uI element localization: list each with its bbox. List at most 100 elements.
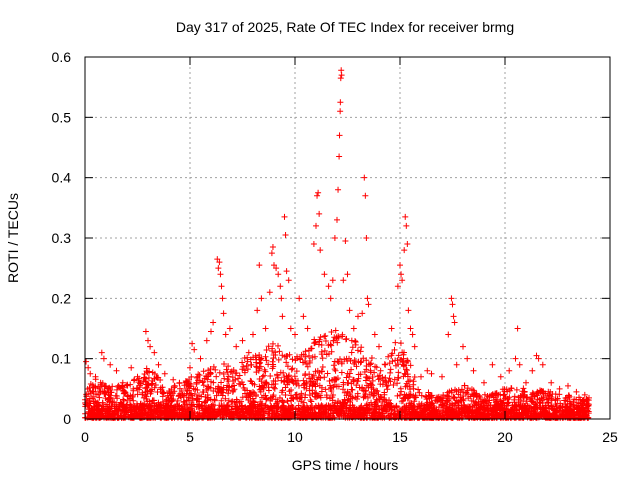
data-point-background: [291, 373, 298, 380]
data-point-background: [159, 390, 166, 397]
data-point-background: [204, 373, 211, 380]
data-point-background: [275, 374, 282, 381]
data-point-background: [223, 412, 230, 419]
data-point-background: [328, 407, 335, 414]
data-point-background: [469, 406, 476, 413]
data-point-background: [130, 397, 137, 404]
data-point-background: [439, 402, 446, 409]
data-point-background: [108, 389, 115, 396]
chart-title: Day 317 of 2025, Rate Of TEC Index for r…: [176, 19, 514, 35]
data-point-background: [161, 414, 168, 421]
data-point-background: [324, 370, 331, 377]
data-point-background: [289, 395, 296, 402]
data-point-background: [478, 412, 485, 419]
data-point-background: [90, 398, 97, 405]
data-point-background: [186, 391, 193, 398]
data-point-background: [513, 402, 520, 409]
data-point-background: [516, 396, 523, 403]
data-point-background: [405, 391, 412, 398]
data-point-background: [385, 413, 392, 420]
data-point-background: [358, 410, 365, 417]
data-point-background: [407, 402, 414, 409]
data-point-background: [548, 393, 555, 400]
data-point-background: [191, 391, 198, 398]
data-point-background: [269, 413, 276, 420]
data-point-background: [329, 394, 336, 401]
data-point-background: [258, 394, 265, 401]
data-point-background: [109, 383, 116, 390]
data-point-background: [120, 387, 127, 394]
data-point-background: [182, 385, 189, 392]
data-point-background: [506, 387, 513, 394]
data-point-background: [236, 372, 243, 379]
data-point-background: [391, 346, 398, 353]
data-point-background: [346, 370, 353, 377]
data-point: [394, 283, 401, 290]
data-point-background: [150, 397, 157, 404]
data-point-background: [373, 364, 380, 371]
data-point-background: [540, 407, 547, 414]
data-point-background: [349, 344, 356, 351]
data-point-background: [553, 402, 560, 409]
data-point-background: [267, 373, 274, 380]
data-point-background: [456, 412, 463, 419]
y-axis-label: ROTI / TECUs: [5, 193, 21, 283]
data-point-background: [477, 396, 484, 403]
data-point-background: [263, 357, 270, 364]
data-point-background: [342, 336, 349, 343]
data-point-background: [306, 347, 313, 354]
data-point-background: [274, 371, 281, 378]
data-point-background: [171, 382, 178, 389]
data-point-background: [276, 348, 283, 355]
data-point-background: [334, 375, 341, 382]
data-point-background: [531, 403, 538, 410]
data-point-background: [463, 389, 470, 396]
data-point-background: [117, 409, 124, 416]
data-point-background: [113, 407, 120, 414]
data-point-background: [343, 374, 350, 381]
data-point: [397, 262, 403, 269]
data-point-background: [210, 402, 217, 409]
data-point: [292, 331, 298, 338]
data-point-background: [179, 405, 186, 412]
data-point-background: [363, 382, 370, 389]
data-point-background: [115, 382, 122, 389]
data-point-background: [215, 408, 222, 415]
data-point-background: [581, 407, 588, 414]
data-point-background: [302, 348, 309, 355]
data-point: [189, 340, 196, 347]
data-point-background: [272, 396, 279, 403]
data-point-background: [345, 396, 352, 403]
data-point-background: [294, 395, 301, 402]
data-point: [439, 373, 445, 380]
data-point-background: [256, 352, 263, 359]
data-point: [325, 283, 332, 290]
data-point-background: [241, 369, 248, 376]
data-point-background: [403, 366, 410, 373]
data-point-background: [232, 370, 239, 377]
data-point-background: [381, 389, 388, 396]
data-point-background: [259, 373, 266, 380]
data-point-background: [243, 362, 250, 369]
data-point-background: [397, 340, 404, 347]
data-point-background: [277, 369, 284, 376]
data-point-background: [430, 402, 437, 409]
data-point-background: [340, 405, 347, 412]
data-point-background: [340, 381, 347, 388]
data-point-background: [438, 402, 445, 409]
data-point: [489, 361, 496, 368]
data-point-background: [362, 393, 369, 400]
data-point-background: [446, 388, 453, 395]
data-point-background: [321, 347, 328, 354]
data-point-background: [319, 364, 326, 371]
data-point-background: [521, 388, 528, 395]
data-point: [337, 108, 344, 115]
data-point-background: [233, 399, 240, 406]
data-point-background: [298, 394, 305, 401]
data-point: [338, 72, 345, 79]
data-point-background: [326, 377, 333, 384]
data-point-background: [248, 378, 255, 385]
data-point-background: [407, 399, 414, 406]
data-point-background: [269, 393, 276, 400]
data-point-background: [265, 343, 272, 350]
